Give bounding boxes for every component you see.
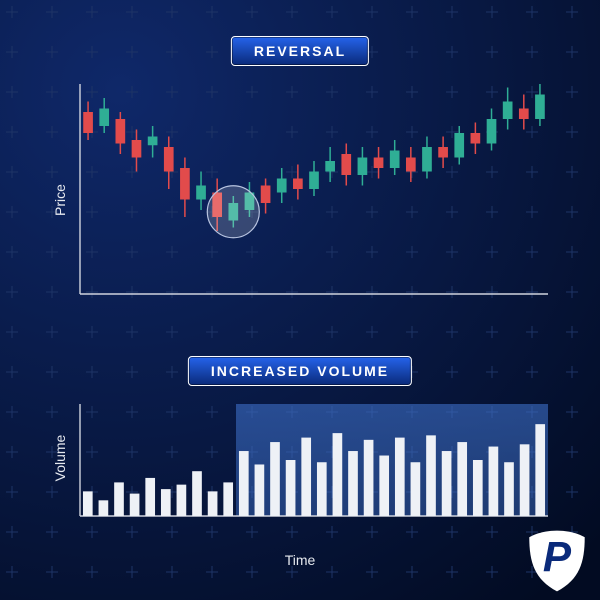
- chart-stage: REVERSAL Price INCREASED VOLUME Volume T…: [0, 0, 600, 600]
- time-axis-text: Time: [285, 552, 316, 568]
- volume-axis-label: Volume: [52, 435, 68, 482]
- price-candlestick-chart: [74, 78, 554, 308]
- price-axis-label: Price: [52, 184, 68, 216]
- reversal-badge: REVERSAL: [231, 36, 369, 66]
- volume-axis-text: Volume: [52, 435, 68, 482]
- price-axis-text: Price: [52, 184, 68, 216]
- brand-logo-icon: P: [524, 528, 590, 594]
- volume-bar-chart: [74, 400, 554, 530]
- reversal-badge-label: REVERSAL: [254, 43, 346, 59]
- svg-text:P: P: [543, 534, 572, 581]
- time-axis-label: Time: [285, 552, 316, 568]
- volume-badge-label: INCREASED VOLUME: [211, 363, 389, 379]
- volume-badge: INCREASED VOLUME: [188, 356, 412, 386]
